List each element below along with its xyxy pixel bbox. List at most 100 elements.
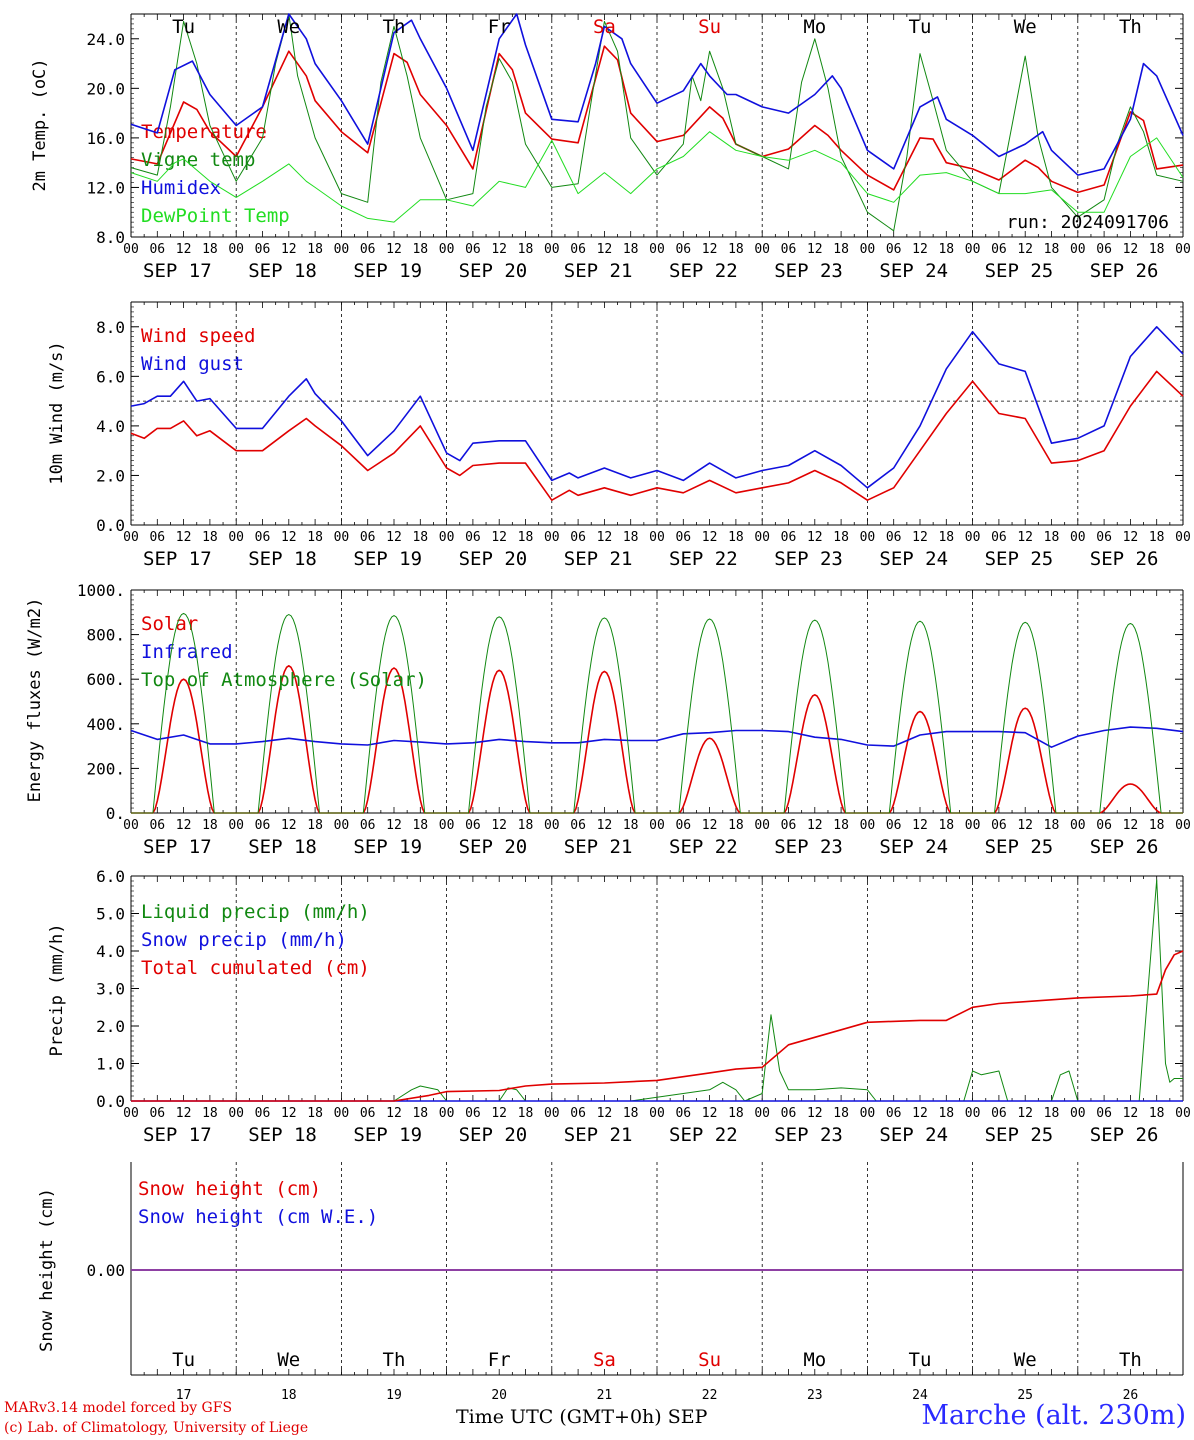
wind-hour-label: 06 — [360, 530, 376, 545]
wind-y-tick-label: 4.0 — [96, 417, 125, 436]
precip-hour-label: 12 — [702, 1106, 718, 1121]
temperature-series-line-0 — [130, 45, 1184, 194]
precip-series-line-2 — [131, 950, 1184, 1102]
precip-date-label: SEP 23 — [774, 1124, 843, 1146]
temperature-hour-label: 06 — [149, 242, 165, 257]
energy-date-label: SEP 18 — [248, 836, 317, 858]
wind-date-label: SEP 24 — [879, 548, 948, 570]
precip-y-tick-label: 0.0 — [96, 1092, 125, 1111]
temperature-hour-label: 18 — [1044, 242, 1060, 257]
wind-hour-label: 06 — [675, 530, 691, 545]
wind-hour-label: 12 — [281, 530, 297, 545]
precip-hour-label: 12 — [597, 1106, 613, 1121]
energy-hour-label: 12 — [597, 818, 613, 833]
temperature-series-line-2 — [130, 13, 1184, 176]
energy-hour-label: 06 — [255, 818, 271, 833]
weekday-label: We — [1014, 16, 1037, 38]
energy-date-label: SEP 23 — [774, 836, 843, 858]
temperature-hour-label: 06 — [781, 242, 797, 257]
precip-hour-label: 18 — [1044, 1106, 1060, 1121]
wind-hour-label: 18 — [202, 530, 218, 545]
temperature-hour-label: 06 — [360, 242, 376, 257]
temperature-hour-label: 12 — [702, 242, 718, 257]
snow-y-tick-label: 0.00 — [86, 1261, 125, 1280]
energy-hour-label: 12 — [1123, 818, 1139, 833]
energy-hour-label: 12 — [176, 818, 192, 833]
precip-hour-label: 00 — [1175, 1106, 1191, 1121]
temperature-hour-label: 18 — [1149, 242, 1165, 257]
temperature-hour-label: 00 — [334, 242, 350, 257]
temperature-date-label: SEP 22 — [669, 260, 738, 282]
energy-hour-label: 18 — [307, 818, 323, 833]
weekday-label: We — [277, 16, 300, 38]
precip-hour-label: 00 — [1070, 1106, 1086, 1121]
weekday-label: Tu — [909, 16, 932, 38]
precip-hour-label: 00 — [228, 1106, 244, 1121]
temperature-y-tick-label: 16.0 — [86, 129, 125, 148]
wind-hour-label: 06 — [255, 530, 271, 545]
energy-hour-label: 06 — [465, 818, 481, 833]
energy-hour-label: 06 — [149, 818, 165, 833]
wind-series-line-1 — [130, 325, 1184, 489]
temperature-hour-label: 00 — [1070, 242, 1086, 257]
temperature-hour-label: 18 — [728, 242, 744, 257]
snow-weekday-label: Su — [698, 1349, 721, 1371]
energy-y-tick-label: 400. — [86, 715, 125, 734]
wind-hour-label: 18 — [833, 530, 849, 545]
precip-hour-label: 12 — [281, 1106, 297, 1121]
energy-hour-label: 00 — [334, 818, 350, 833]
temperature-hour-label: 06 — [255, 242, 271, 257]
temperature-hour-label: 12 — [1017, 242, 1033, 257]
precip-legend-0: Liquid precip (mm/h) — [141, 901, 370, 923]
wind-hour-label: 00 — [1070, 530, 1086, 545]
energy-date-label: SEP 19 — [353, 836, 422, 858]
temperature-date-label: SEP 24 — [879, 260, 948, 282]
precip-hour-label: 06 — [360, 1106, 376, 1121]
wind-y-tick-label: 0.0 — [96, 516, 125, 535]
precip-date-label: SEP 21 — [564, 1124, 633, 1146]
precip-y-tick-label: 1.0 — [96, 1055, 125, 1074]
temperature-hour-label: 12 — [1123, 242, 1139, 257]
energy-hour-label: 00 — [965, 818, 981, 833]
precip-hour-label: 18 — [202, 1106, 218, 1121]
snow-weekday-label: We — [1014, 1349, 1037, 1371]
snow-day-number: 18 — [281, 1388, 297, 1403]
wind-hour-label: 18 — [1044, 530, 1060, 545]
snow-day-number: 19 — [386, 1388, 402, 1403]
energy-hour-label: 12 — [491, 818, 507, 833]
energy-y-tick-label: 800. — [86, 626, 125, 645]
temperature-y-tick-label: 20.0 — [86, 79, 125, 98]
snow-day-number: 17 — [176, 1388, 192, 1403]
snow-weekday-label: Sa — [593, 1349, 616, 1371]
precip-hour-label: 06 — [1096, 1106, 1112, 1121]
temperature-legend-1: Vigne temp — [141, 149, 255, 171]
temperature-hour-label: 18 — [938, 242, 954, 257]
temperature-hour-label: 00 — [123, 242, 139, 257]
energy-date-label: SEP 21 — [564, 836, 633, 858]
temperature-hour-label: 18 — [623, 242, 639, 257]
precip-legend-2: Total cumulated (cm) — [141, 957, 370, 979]
wind-y-tick-label: 2.0 — [96, 466, 125, 485]
energy-hour-label: 12 — [702, 818, 718, 833]
temperature-hour-label: 18 — [202, 242, 218, 257]
energy-hour-label: 00 — [649, 818, 665, 833]
temperature-hour-label: 00 — [544, 242, 560, 257]
temperature-hour-label: 18 — [518, 242, 534, 257]
energy-date-label: SEP 25 — [985, 836, 1054, 858]
precip-hour-label: 18 — [307, 1106, 323, 1121]
temperature-date-label: SEP 20 — [459, 260, 528, 282]
weekday-label: Th — [1119, 16, 1142, 38]
temperature-legend-2: Humidex — [141, 177, 221, 199]
energy-date-label: SEP 20 — [459, 836, 528, 858]
energy-y-tick-label: 1000. — [77, 581, 125, 600]
precip-y-tick-label: 3.0 — [96, 980, 125, 999]
wind-date-label: SEP 25 — [985, 548, 1054, 570]
energy-date-label: SEP 26 — [1090, 836, 1159, 858]
temperature-series-line-1 — [130, 13, 1184, 232]
temperature-hour-label: 06 — [991, 242, 1007, 257]
energy-y-axis-title: Energy fluxes (W/m2) — [25, 598, 45, 803]
temperature-hour-label: 00 — [965, 242, 981, 257]
precip-date-label: SEP 17 — [143, 1124, 212, 1146]
energy-y-tick-label: 0. — [106, 804, 125, 823]
